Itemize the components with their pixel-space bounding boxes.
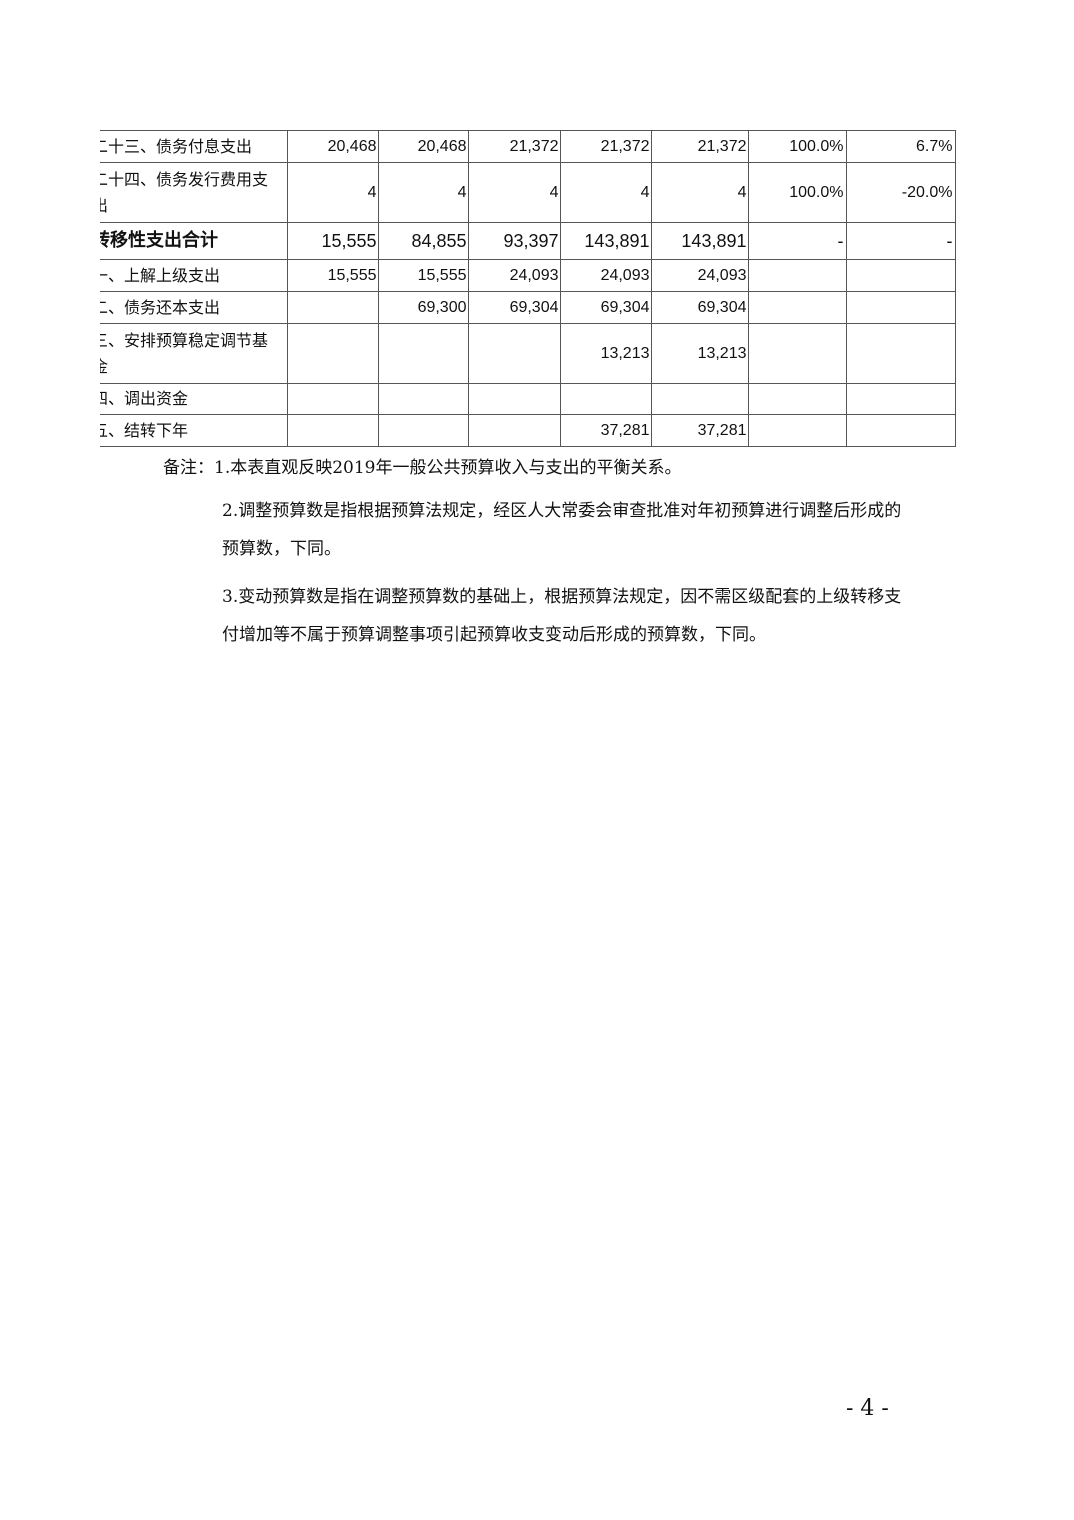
table-cell: 69,304 <box>650 291 749 324</box>
label-text: 转移性支出合计 <box>100 230 218 251</box>
table-cell: 37,281 <box>650 414 749 447</box>
table-cell: 15,555 <box>377 259 469 292</box>
label-text: 二十三、债务付息支出 <box>100 136 253 156</box>
table-row: 五、结转下年 37,281 37,281 <box>100 414 956 447</box>
table-cell: 24,093 <box>467 259 561 292</box>
page-number: - 4 - <box>846 1396 889 1421</box>
table-row: 二十四、债务发行费用支出44444100.0%-20.0% <box>100 162 956 223</box>
row-label: 二十四、债务发行费用支出 <box>100 162 288 223</box>
table-cell: 15,555 <box>286 222 379 260</box>
table-cell: 24,093 <box>559 259 652 292</box>
label-text: 一、上解上级支出 <box>100 265 221 285</box>
table-cell: 21,372 <box>559 130 652 163</box>
table-cell: -20.0% <box>845 162 956 223</box>
table-cell <box>747 259 847 292</box>
table-cell: 20,468 <box>377 130 469 163</box>
label-text: 三、安排预算稳定调节基金 <box>100 330 269 376</box>
table-cell: 13,213 <box>650 323 749 384</box>
row-label: 四、调出资金 <box>100 383 288 415</box>
table-cell: 143,891 <box>650 222 749 260</box>
table-cell <box>650 383 749 415</box>
table-cell: 21,372 <box>467 130 561 163</box>
table-cell: - <box>747 222 847 260</box>
table-cell <box>747 414 847 447</box>
table-cell <box>377 323 469 384</box>
table-cell <box>377 414 469 447</box>
table-cell: 100.0% <box>747 162 847 223</box>
table-cell: 4 <box>286 162 379 223</box>
table-cell <box>845 291 956 324</box>
table-cell: 100.0% <box>747 130 847 163</box>
table-cell: - <box>845 222 956 260</box>
table-cell <box>467 383 561 415</box>
row-label: 五、结转下年 <box>100 414 288 447</box>
table-cell <box>845 383 956 415</box>
table-cell: 4 <box>377 162 469 223</box>
table-cell <box>286 414 379 447</box>
table-cell <box>286 291 379 324</box>
table-cell: 4 <box>559 162 652 223</box>
row-label: 一、上解上级支出 <box>100 259 288 292</box>
table-cell: 4 <box>467 162 561 223</box>
table-cell: 37,281 <box>559 414 652 447</box>
table-cell <box>286 383 379 415</box>
table-cell <box>747 323 847 384</box>
table-cell <box>467 414 561 447</box>
table-cell: 21,372 <box>650 130 749 163</box>
table-cell: 69,304 <box>559 291 652 324</box>
table-cell <box>747 383 847 415</box>
table-cell: 143,891 <box>559 222 652 260</box>
table-cell: 69,304 <box>467 291 561 324</box>
table-cell: 24,093 <box>650 259 749 292</box>
table-cell: 93,397 <box>467 222 561 260</box>
label-text: 四、调出资金 <box>100 389 189 408</box>
table-cell: 69,300 <box>377 291 469 324</box>
table-cell <box>377 383 469 415</box>
table-cell <box>845 323 956 384</box>
note: 3.变动预算数是指在调整预算数的基础上，根据预算法规定，因不需区级配套的上级转移… <box>222 587 902 645</box>
row-label: 转移性支出合计 <box>100 222 288 260</box>
table-cell <box>467 323 561 384</box>
table-cell <box>559 383 652 415</box>
label-text: 二、债务还本支出 <box>100 297 221 317</box>
note: 2.调整预算数是指根据预算法规定，经区人大常委会审查批准对年初预算进行调整后形成… <box>222 501 902 559</box>
label-text: 五、结转下年 <box>100 420 189 440</box>
table-cell <box>845 259 956 292</box>
table-row: 转移性支出合计 15,555 84,855 93,397 143,891 143,891-… <box>100 222 956 260</box>
table-row: 二十三、债务付息支出 20,468 20,468 21,372 21,372 21,372… <box>100 130 956 163</box>
table-row: 二、债务还本支出 69,300 69,304 69,304 69,304 <box>100 291 956 324</box>
row-label: 二、债务还本支出 <box>100 291 288 324</box>
table-cell: 20,468 <box>286 130 379 163</box>
table-cell: 13,213 <box>559 323 652 384</box>
table-cell <box>286 323 379 384</box>
table-cell: 4 <box>650 162 749 223</box>
note: 备注：1.本表直观反映2019年一般公共预算收入与支出的平衡关系。 <box>163 458 682 478</box>
table-row: 一、上解上级支出 15,555 15,555 24,093 24,093 24,093 <box>100 259 956 292</box>
table-cell: 84,855 <box>377 222 469 260</box>
table-cell <box>845 414 956 447</box>
table-row: 四、调出资金 <box>100 383 956 415</box>
row-label: 二十三、债务付息支出 <box>100 130 288 163</box>
table-cell <box>747 291 847 324</box>
row-label: 三、安排预算稳定调节基金 <box>100 323 288 384</box>
label-text: 二十四、债务发行费用支出 <box>100 169 269 215</box>
budget-table: 二十三、债务付息支出 20,468 20,468 21,372 21,372 21,372… <box>100 130 956 447</box>
table-cell: 15,555 <box>286 259 379 292</box>
table-cell: 6.7% <box>845 130 956 163</box>
